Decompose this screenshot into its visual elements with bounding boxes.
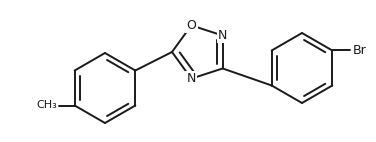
Text: N: N (186, 72, 196, 85)
Text: Br: Br (352, 44, 366, 57)
Text: O: O (186, 19, 196, 32)
Text: CH₃: CH₃ (36, 101, 57, 110)
Text: N: N (218, 29, 227, 42)
